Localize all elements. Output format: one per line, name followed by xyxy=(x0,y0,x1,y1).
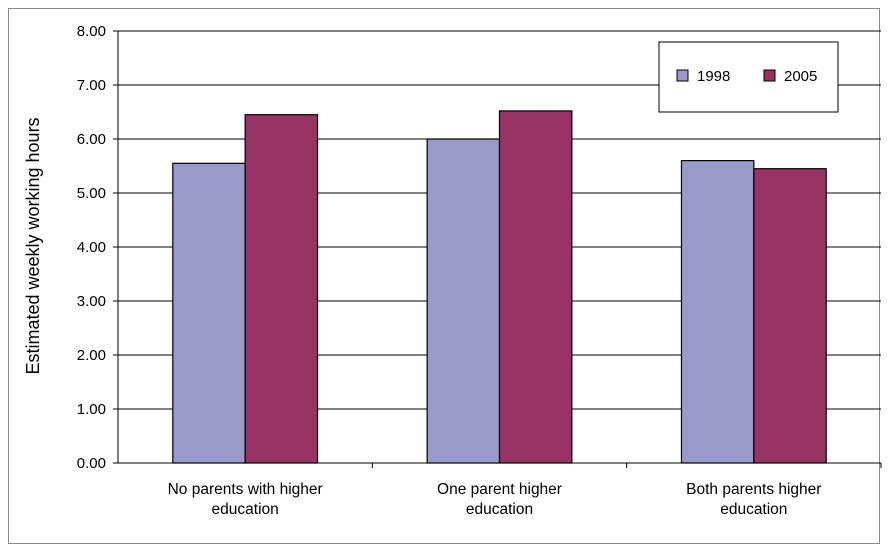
y-tick-label: 5.00 xyxy=(77,185,106,202)
y-axis-title: Estimated weekly working hours xyxy=(23,117,43,374)
bar-2005-2 xyxy=(498,110,573,464)
x-category-label: One parent higher xyxy=(437,481,562,498)
y-tick-label: 8.00 xyxy=(77,23,106,40)
legend-swatch-1998 xyxy=(676,69,689,82)
bars xyxy=(172,110,827,464)
legend-label-1998: 1998 xyxy=(697,68,730,85)
bar-1998-3 xyxy=(680,160,755,464)
legend-swatch-2005 xyxy=(763,69,776,82)
x-category-label: education xyxy=(466,501,533,518)
legend: 1998 2005 xyxy=(658,41,839,113)
legend-box xyxy=(658,41,839,113)
y-tick-label: 7.00 xyxy=(77,77,106,94)
x-category-label: No parents with higher xyxy=(168,481,323,498)
bar-1998-2 xyxy=(426,138,501,464)
y-tick-label: 0.00 xyxy=(77,455,106,472)
y-tick-label: 6.00 xyxy=(77,131,106,148)
y-tick-label: 3.00 xyxy=(77,293,106,310)
x-category-label: education xyxy=(720,501,787,518)
bar-2005-1 xyxy=(244,114,319,464)
y-tick-label: 1.00 xyxy=(77,401,106,418)
x-category-label: education xyxy=(212,501,279,518)
bar-2005-3 xyxy=(753,168,827,464)
y-tick-label: 4.00 xyxy=(77,239,106,256)
y-tick-label: 2.00 xyxy=(77,347,106,364)
x-category-label: Both parents higher xyxy=(686,481,821,498)
bar-1998-1 xyxy=(172,162,246,464)
axis-labels: 0.00 1.00 2.00 3.00 4.00 5.00 6.00 7.00 8.00 No p… xyxy=(77,23,822,518)
axes xyxy=(113,30,882,468)
legend-label-2005: 2005 xyxy=(784,68,817,85)
